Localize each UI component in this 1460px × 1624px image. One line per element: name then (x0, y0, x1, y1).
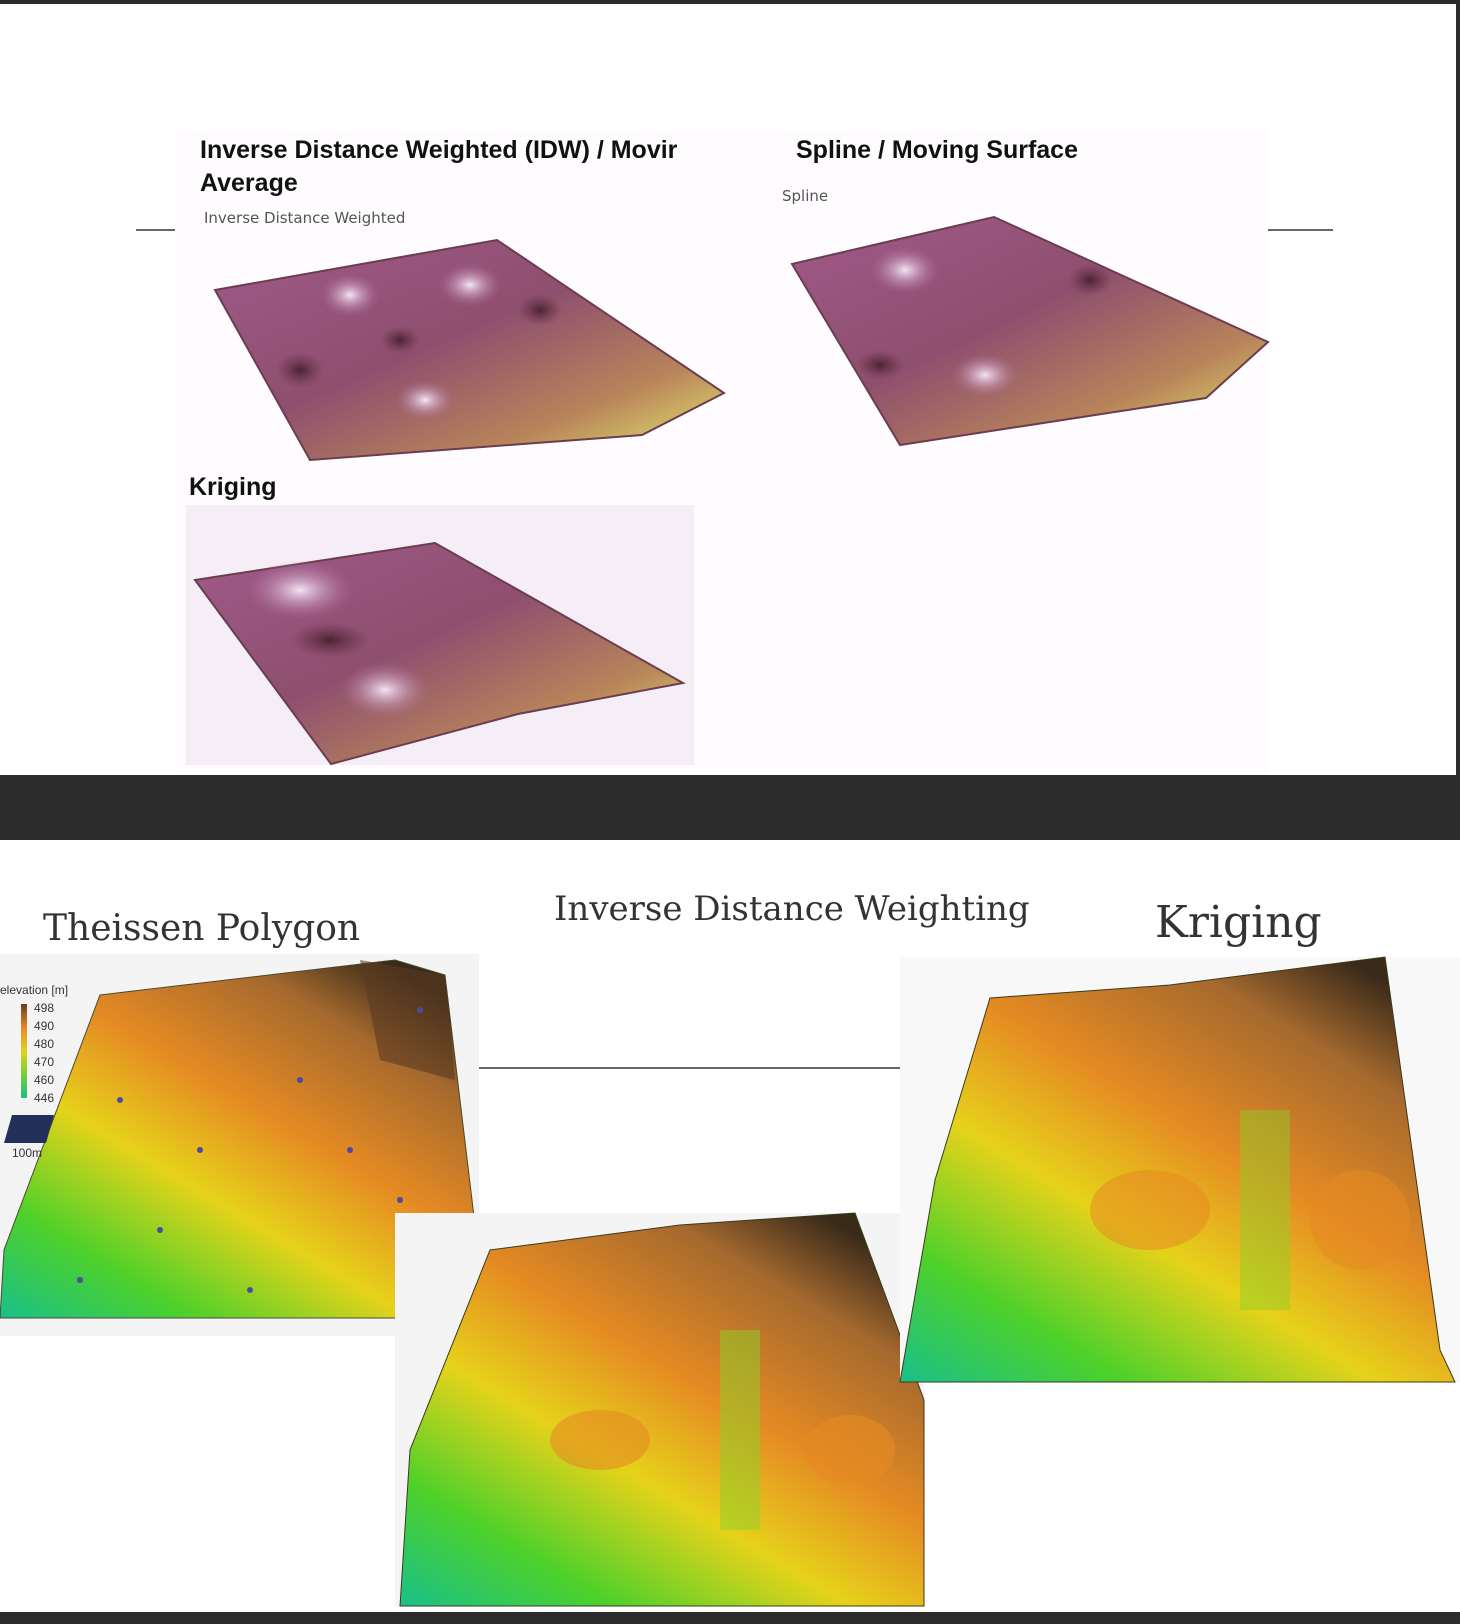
legend-title: elevation [m] (0, 983, 68, 997)
panel-title: Spline / Moving Surface (796, 136, 1078, 164)
slide-1: Inverse Distance Weighted (IDW) / Movir … (136, 130, 1333, 775)
legend-label: 490 (34, 1019, 54, 1033)
right-border (1456, 0, 1460, 775)
top-border (0, 0, 1460, 4)
kriging-image (899, 956, 1460, 1383)
panel-caption: Inverse Distance Weighted (204, 209, 405, 227)
legend-label: 460 (34, 1073, 54, 1087)
legend-label: 498 (34, 1001, 54, 1015)
slide-2: Theissen Polygon Inverse Distance Weight… (0, 889, 1460, 1607)
legend-label: 470 (34, 1055, 54, 1069)
slide-divider (0, 775, 1460, 840)
scale-icon (4, 1115, 54, 1143)
idw-image (395, 1212, 925, 1607)
panel-title: Inverse Distance Weighting (554, 889, 1030, 929)
panel-title: Inverse Distance Weighted (IDW) / Movir (200, 136, 678, 164)
kriging-surface (186, 505, 694, 766)
legend-label: 446 (34, 1091, 54, 1105)
spline-surface (790, 215, 1270, 447)
idw-surface (213, 238, 726, 462)
legend-labels: 498 490 480 470 460 446 (34, 1001, 54, 1105)
panel-title: Theissen Polygon (43, 908, 360, 949)
panel-title: Kriging (1155, 897, 1322, 948)
panel-title: Kriging (189, 473, 277, 501)
scale-label: 100m (12, 1146, 42, 1160)
legend-bar (21, 1004, 27, 1098)
panel-title: Average (200, 169, 298, 197)
panel-caption: Spline (782, 187, 828, 205)
legend-label: 480 (34, 1037, 54, 1051)
bottom-border (0, 1612, 1460, 1624)
